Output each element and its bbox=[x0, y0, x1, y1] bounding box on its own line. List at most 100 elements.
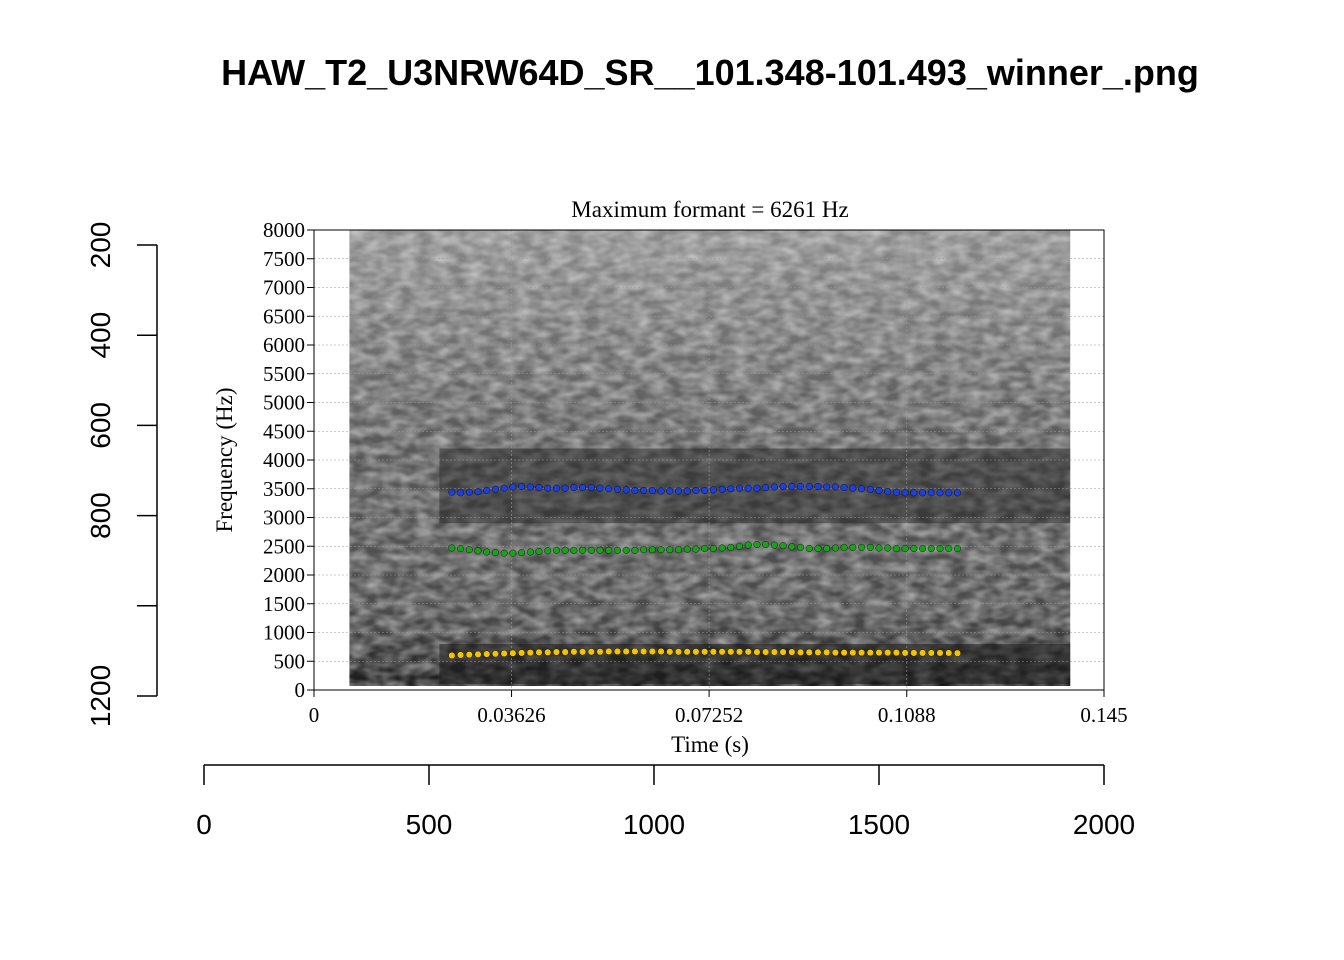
formant-point bbox=[561, 648, 569, 656]
formant-point bbox=[552, 484, 560, 492]
outer-y-tick-label: 1200 bbox=[85, 665, 116, 727]
page-title: HAW_T2_U3NRW64D_SR__101.348-101.493_winn… bbox=[221, 52, 1199, 93]
formant-point bbox=[640, 486, 648, 494]
formant-point bbox=[448, 544, 456, 552]
formant-point bbox=[805, 482, 813, 490]
spectrogram-image bbox=[349, 230, 1071, 686]
chart-title: Maximum formant = 6261 Hz bbox=[571, 197, 848, 222]
formant-point bbox=[666, 487, 674, 495]
y-tick-label: 6500 bbox=[263, 304, 305, 328]
x-tick-label: 0.03626 bbox=[477, 703, 545, 727]
formant-point bbox=[605, 647, 613, 655]
outer-y-axis: 200 400 600 800 1200 bbox=[85, 222, 158, 727]
formant-point bbox=[831, 483, 839, 491]
formant-point bbox=[744, 484, 752, 492]
formant-point bbox=[770, 648, 778, 656]
formant-point bbox=[648, 486, 656, 494]
formant-point bbox=[474, 547, 482, 555]
y-tick-label: 5000 bbox=[263, 391, 305, 415]
formant-point bbox=[884, 488, 892, 496]
formant-point bbox=[518, 482, 526, 490]
formant-point bbox=[744, 541, 752, 549]
formant-point bbox=[579, 546, 587, 554]
formant-point bbox=[483, 486, 491, 494]
formant-point bbox=[936, 649, 944, 657]
formant-point bbox=[823, 545, 831, 553]
formant-point bbox=[779, 542, 787, 550]
formant-point bbox=[701, 545, 709, 553]
formant-point bbox=[683, 487, 691, 495]
formant-point bbox=[875, 486, 883, 494]
y-tick-label: 4000 bbox=[263, 448, 305, 472]
formant-point bbox=[919, 545, 927, 553]
formant-point bbox=[457, 489, 465, 497]
formant-point bbox=[483, 650, 491, 658]
formant-point bbox=[709, 486, 717, 494]
formant-point bbox=[927, 545, 935, 553]
formant-point bbox=[727, 485, 735, 493]
formant-point bbox=[544, 484, 552, 492]
x-axis-label: Time (s) bbox=[671, 732, 749, 757]
y-tick-label: 7000 bbox=[263, 276, 305, 300]
formant-point bbox=[657, 487, 665, 495]
formant-point bbox=[953, 649, 961, 657]
formant-point bbox=[840, 543, 848, 551]
formant-point bbox=[919, 489, 927, 497]
formant-point bbox=[535, 547, 543, 555]
formant-point bbox=[884, 544, 892, 552]
formant-series-3 bbox=[448, 482, 961, 497]
formant-point bbox=[709, 648, 717, 656]
formant-point bbox=[762, 648, 770, 656]
formant-point bbox=[831, 544, 839, 552]
formant-point bbox=[814, 545, 822, 553]
formant-point bbox=[631, 647, 639, 655]
formant-point bbox=[910, 649, 918, 657]
formant-point bbox=[674, 487, 682, 495]
formant-point bbox=[518, 549, 526, 557]
formant-point bbox=[500, 484, 508, 492]
formant-point bbox=[587, 546, 595, 554]
formant-point bbox=[622, 546, 630, 554]
formant-point bbox=[683, 648, 691, 656]
formant-point bbox=[596, 648, 604, 656]
formant-point bbox=[605, 485, 613, 493]
y-tick-label: 1500 bbox=[263, 592, 305, 616]
formant-point bbox=[500, 549, 508, 557]
formant-point bbox=[953, 545, 961, 553]
formant-point bbox=[465, 488, 473, 496]
formant-point bbox=[718, 648, 726, 656]
formant-point bbox=[683, 545, 691, 553]
y-tick-label: 5500 bbox=[263, 362, 305, 386]
formant-point bbox=[858, 543, 866, 551]
formant-point bbox=[788, 543, 796, 551]
outer-x-axis: 0 500 1000 1500 2000 bbox=[196, 764, 1135, 840]
y-tick-label: 1000 bbox=[263, 621, 305, 645]
formant-point bbox=[840, 649, 848, 657]
formant-point bbox=[770, 541, 778, 549]
formant-point bbox=[875, 649, 883, 657]
formant-point bbox=[692, 545, 700, 553]
formant-point bbox=[910, 489, 918, 497]
y-tick-label: 2000 bbox=[263, 563, 305, 587]
formant-point bbox=[457, 545, 465, 553]
formant-point bbox=[727, 543, 735, 551]
formant-point bbox=[797, 482, 805, 490]
formant-point bbox=[866, 649, 874, 657]
formant-point bbox=[587, 484, 595, 492]
formant-point bbox=[544, 648, 552, 656]
formant-point bbox=[910, 545, 918, 553]
formant-point bbox=[552, 648, 560, 656]
formant-point bbox=[762, 541, 770, 549]
formant-point bbox=[840, 484, 848, 492]
formant-point bbox=[866, 485, 874, 493]
formant-point bbox=[674, 546, 682, 554]
formant-point bbox=[901, 545, 909, 553]
formant-series bbox=[448, 482, 961, 660]
formant-point bbox=[945, 649, 953, 657]
formant-point bbox=[753, 541, 761, 549]
formant-point bbox=[779, 482, 787, 490]
formant-point bbox=[692, 648, 700, 656]
formant-point bbox=[561, 484, 569, 492]
x-tick-label: 0 bbox=[309, 703, 320, 727]
formant-point bbox=[657, 546, 665, 554]
